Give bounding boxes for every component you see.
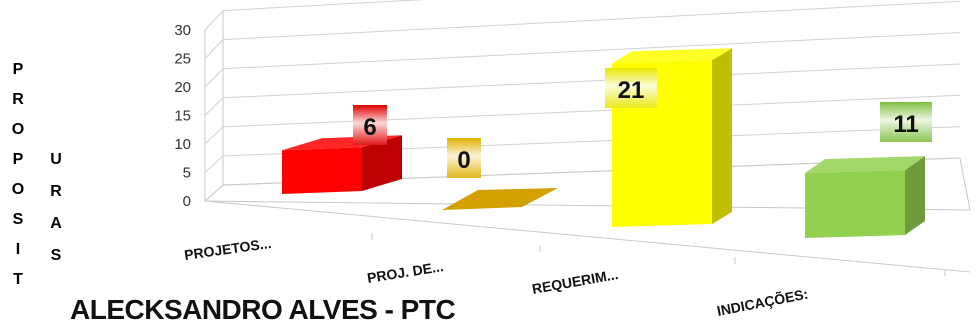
data-label: 0 — [447, 138, 481, 178]
bar — [805, 156, 925, 238]
y-tick-label: 30 — [174, 22, 191, 39]
y-tick-label: 20 — [174, 79, 191, 96]
x-tick-label: INDICAÇÕES: — [715, 285, 809, 319]
gridline — [204, 94, 961, 145]
y-label-letter: S — [50, 247, 62, 264]
svg-text:6: 6 — [363, 114, 376, 141]
gridline — [204, 32, 961, 88]
x-tick-label: REQUERIM... — [531, 266, 620, 297]
y-label-letter: R — [12, 91, 24, 108]
gridline — [204, 0, 961, 59]
bars: 6 0 21 11 — [282, 48, 932, 238]
data-label: 11 — [880, 102, 932, 142]
y-tick-label: 5 — [183, 165, 191, 182]
data-label: 6 — [353, 105, 387, 145]
gridline — [204, 0, 424, 31]
x-tick-label: PROJETOS... — [183, 235, 272, 263]
data-label: 21 — [605, 68, 657, 108]
y-label-letter: U — [50, 151, 62, 168]
y-label-letter: T — [13, 271, 23, 288]
y-tick-label: 0 — [183, 193, 191, 210]
y-label-letter: O — [11, 181, 25, 198]
y-label-letter: R — [50, 183, 62, 200]
svg-text:0: 0 — [457, 147, 470, 174]
gridlines — [204, 0, 971, 273]
y-label-letter: P — [12, 151, 24, 168]
y-tick-label: 10 — [174, 136, 191, 153]
y-label-letter: A — [50, 215, 62, 232]
y-tick-label: 25 — [174, 51, 191, 68]
svg-text:21: 21 — [618, 77, 645, 104]
y-label-letter: S — [12, 211, 24, 228]
bar — [442, 188, 558, 210]
x-axis-line — [204, 200, 971, 273]
y-label-letter: P — [12, 61, 24, 78]
bar — [282, 135, 402, 194]
y-label-letter: I — [15, 241, 21, 258]
y-axis-ticks: 0 5 10 15 20 25 30 — [174, 22, 191, 210]
x-tick-label: PROJ. DE... — [366, 258, 445, 286]
y-tick-label: 15 — [174, 108, 191, 125]
y-label-letter: O — [11, 121, 25, 138]
gridline — [204, 63, 961, 116]
chart-footer-title: ALECKSANDRO ALVES - PTC — [70, 294, 456, 325]
svg-text:11: 11 — [893, 111, 918, 138]
